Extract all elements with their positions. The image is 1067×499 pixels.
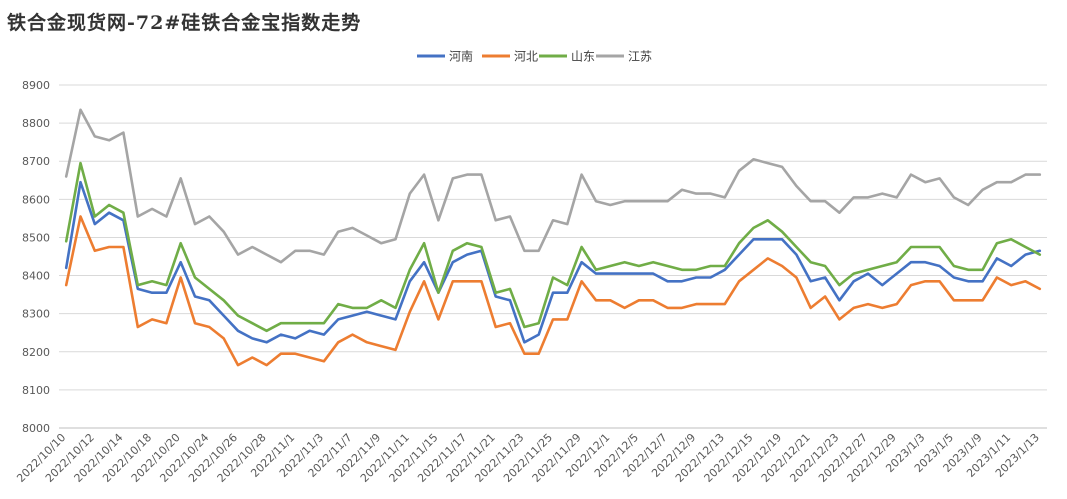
y-tick-label: 8400 — [22, 270, 50, 283]
series-line-4 — [64, 108, 1042, 264]
y-tick-label: 8100 — [22, 384, 50, 397]
y-tick-label: 8700 — [22, 155, 50, 168]
y-tick-label: 8000 — [22, 422, 50, 435]
chart-title: 铁合金现货网-72#硅铁合金宝指数走势 — [7, 12, 362, 34]
series-line-1 — [64, 180, 1042, 344]
legend-label: 河南 — [449, 49, 473, 64]
legend-label: 江苏 — [628, 50, 652, 64]
series-line-2 — [64, 215, 1042, 367]
y-tick-label: 8600 — [22, 193, 50, 206]
y-tick-label: 8200 — [22, 346, 50, 359]
legend-label: 河北 — [514, 50, 538, 64]
legend-label: 山东 — [571, 50, 595, 64]
series-line-3 — [64, 161, 1042, 333]
y-tick-label: 8900 — [22, 79, 50, 92]
y-tick-label: 8500 — [22, 231, 50, 244]
y-tick-label: 8800 — [22, 117, 50, 130]
y-tick-label: 8300 — [22, 308, 50, 321]
